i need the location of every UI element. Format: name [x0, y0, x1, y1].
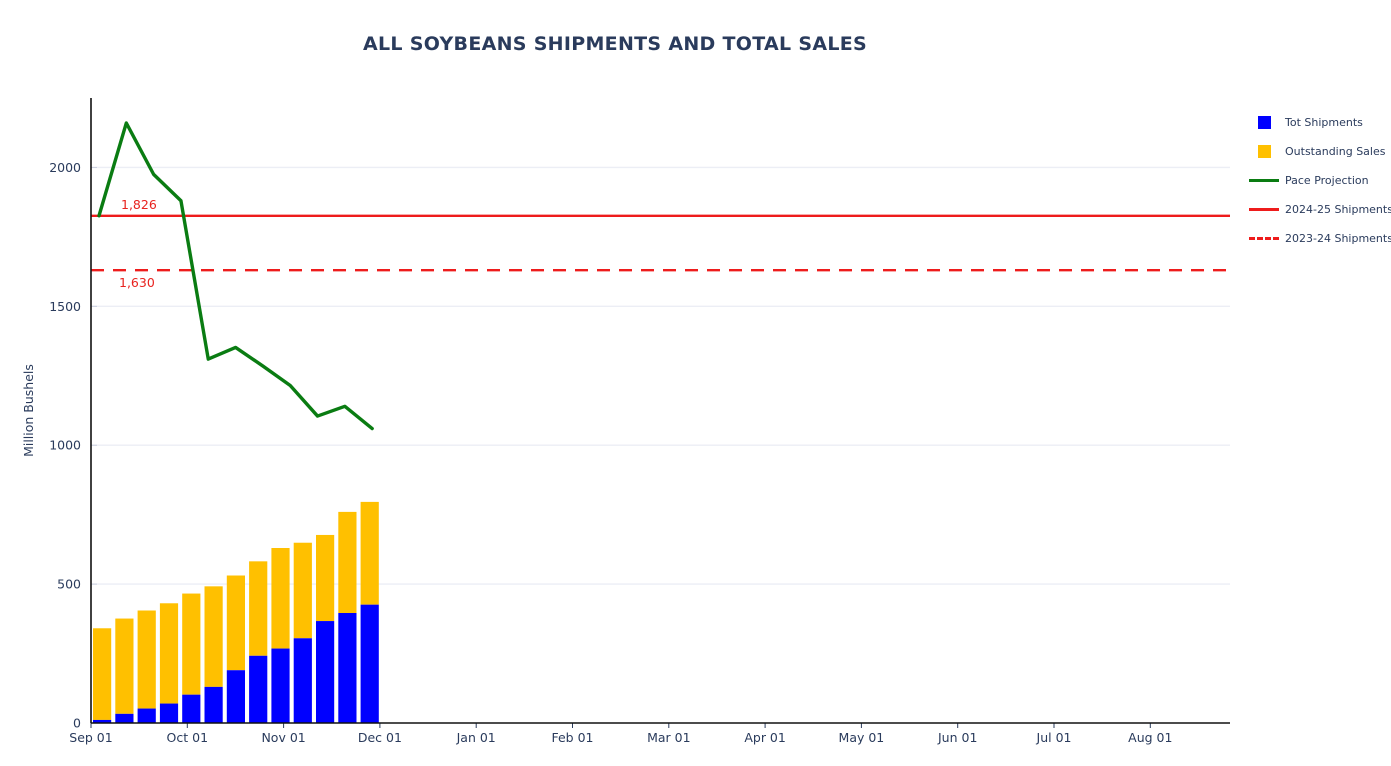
legend-item-2024-25-shipments[interactable]: 2024-25 Shipments: [1248, 195, 1391, 224]
legend-label-2023-24-shipments: 2023-24 Shipments: [1285, 232, 1391, 245]
gridlines: [91, 166, 1230, 585]
y-tick-500: 500: [57, 577, 81, 592]
x-axis-tick-labels: Sep 01 Oct 01 Nov 01 Dec 01 Jan 01 Feb 01 Mar …: [69, 730, 1172, 745]
x-tick-oct-01: Oct 01: [167, 730, 209, 745]
legend-swatch-pace-projection: [1248, 179, 1280, 182]
bar-outstanding-sales: [360, 501, 379, 605]
bar-tot-shipments: [137, 708, 156, 723]
legend-swatch-tot-shipments: [1248, 116, 1280, 129]
chart-legend: Tot Shipments Outstanding Sales Pace Pro…: [1248, 108, 1391, 253]
bar-tot-shipments: [115, 713, 134, 723]
x-tick-nov-01: Nov 01: [261, 730, 305, 745]
bar-series-tot-shipments: [93, 604, 379, 723]
legend-label-tot-shipments: Tot Shipments: [1285, 116, 1363, 129]
y-axis-tick-labels: 0 500 1000 1500 2000: [49, 160, 97, 731]
bar-outstanding-sales: [115, 618, 134, 714]
annotation-2024-25-shipments: 1,826: [121, 197, 157, 212]
bar-outstanding-sales: [159, 603, 179, 704]
reference-line-annotations: 1,826 1,630: [119, 197, 157, 290]
x-tick-sep-01: Sep 01: [69, 730, 112, 745]
bar-tot-shipments: [271, 648, 290, 723]
bar-outstanding-sales: [204, 586, 223, 687]
x-tick-apr-01: Apr 01: [744, 730, 786, 745]
x-tick-jun-01: Jun 01: [937, 730, 977, 745]
y-tick-1000: 1000: [49, 438, 81, 453]
bar-outstanding-sales: [93, 628, 112, 720]
bar-series-outstanding-sales: [93, 501, 379, 720]
bar-outstanding-sales: [137, 610, 156, 709]
legend-item-2023-24-shipments[interactable]: 2023-24 Shipments: [1248, 224, 1391, 253]
x-tick-mar-01: Mar 01: [647, 730, 690, 745]
reference-lines: [91, 214, 1230, 272]
y-tick-2000: 2000: [49, 160, 81, 175]
bar-tot-shipments: [93, 719, 112, 723]
bar-outstanding-sales: [226, 575, 245, 671]
x-tick-jul-01: Jul 01: [1036, 730, 1072, 745]
bar-outstanding-sales: [271, 548, 290, 649]
axis-spines: [90, 98, 1230, 724]
x-axis-tick-marks: [90, 723, 1151, 728]
x-tick-feb-01: Feb 01: [551, 730, 593, 745]
legend-label-pace-projection: Pace Projection: [1285, 174, 1369, 187]
legend-swatch-2024-25-shipments: [1248, 208, 1280, 211]
legend-item-pace-projection[interactable]: Pace Projection: [1248, 166, 1391, 195]
bar-tot-shipments: [159, 703, 179, 723]
bar-outstanding-sales: [249, 561, 268, 656]
bar-tot-shipments: [360, 604, 379, 723]
bar-tot-shipments: [293, 638, 312, 723]
x-tick-dec-01: Dec 01: [358, 730, 402, 745]
legend-label-2024-25-shipments: 2024-25 Shipments: [1285, 203, 1391, 216]
x-tick-may-01: May 01: [839, 730, 885, 745]
legend-item-outstanding-sales[interactable]: Outstanding Sales: [1248, 137, 1391, 166]
chart-title: ALL SOYBEANS SHIPMENTS AND TOTAL SALES: [362, 33, 868, 55]
bar-outstanding-sales: [293, 542, 312, 639]
legend-swatch-outstanding-sales: [1248, 145, 1280, 158]
legend-item-tot-shipments[interactable]: Tot Shipments: [1248, 108, 1391, 137]
annotation-2023-24-shipments: 1,630: [119, 275, 155, 290]
bar-outstanding-sales: [316, 534, 335, 622]
bar-tot-shipments: [204, 686, 223, 723]
y-axis-label: Million Bushels: [21, 364, 36, 457]
bar-tot-shipments: [338, 613, 357, 723]
bar-tot-shipments: [316, 621, 335, 723]
x-tick-aug-01: Aug 01: [1128, 730, 1172, 745]
pace-projection-polyline: [97, 121, 374, 431]
legend-label-outstanding-sales: Outstanding Sales: [1285, 145, 1386, 158]
pace-projection-line: [97, 121, 374, 431]
bar-tot-shipments: [249, 655, 268, 723]
bar-tot-shipments: [182, 694, 201, 723]
y-tick-0: 0: [73, 716, 81, 731]
bar-tot-shipments: [226, 670, 245, 723]
y-tick-1500: 1500: [49, 299, 81, 314]
bar-outstanding-sales: [182, 593, 201, 695]
x-tick-jan-01: Jan 01: [456, 730, 496, 745]
bar-outstanding-sales: [338, 511, 357, 613]
legend-swatch-2023-24-shipments: [1248, 237, 1280, 240]
